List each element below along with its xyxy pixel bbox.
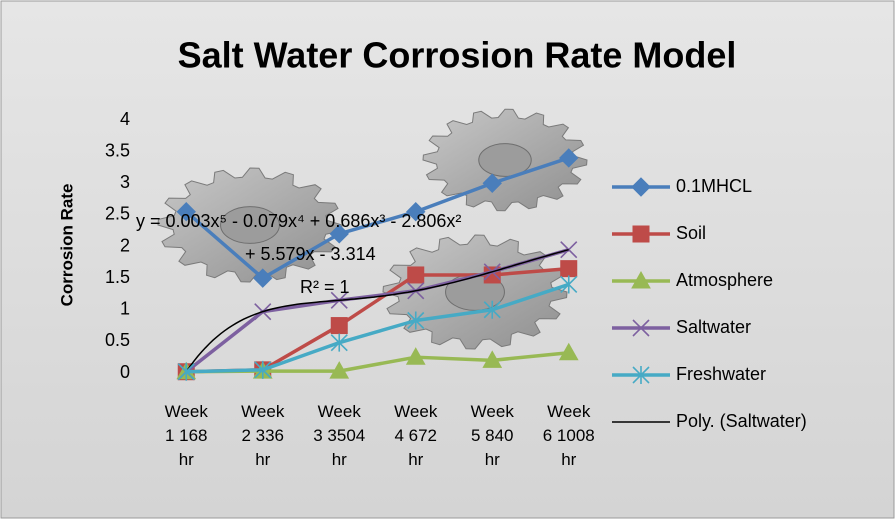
y-tick-label: 1 bbox=[120, 299, 130, 319]
x-tick-label: Week 2 336 hr bbox=[236, 400, 290, 472]
marker bbox=[561, 261, 577, 277]
y-axis-label: Corrosion Rate bbox=[57, 184, 76, 307]
chart: Salt Water Corrosion Rate Model Corrosio… bbox=[0, 0, 896, 520]
legend-label: Atmosphere bbox=[676, 270, 773, 290]
page: Salt Water Corrosion Rate Model Corrosio… bbox=[0, 0, 896, 520]
y-tick-label: 1.5 bbox=[105, 267, 130, 287]
y-tick-label: 0.5 bbox=[105, 330, 130, 350]
y-tick-label: 3 bbox=[120, 172, 130, 192]
x-tick-label: Week 1 168 hr bbox=[159, 400, 213, 472]
legend-label: Saltwater bbox=[676, 317, 751, 337]
trendline-equation: + 5.579x - 3.314 bbox=[245, 244, 376, 264]
chart-title: Salt Water Corrosion Rate Model bbox=[178, 35, 737, 76]
y-tick-label: 0 bbox=[120, 362, 130, 382]
x-tick-label: Week 4 672 hr bbox=[389, 400, 443, 472]
y-tick-label: 2.5 bbox=[105, 204, 130, 224]
y-tick-label: 3.5 bbox=[105, 140, 130, 160]
x-tick-label: Week 3 3504 hr bbox=[312, 400, 366, 472]
marker bbox=[633, 226, 649, 242]
x-tick-label: Week 5 840 hr bbox=[465, 400, 519, 472]
y-tick-label: 2 bbox=[120, 235, 130, 255]
trendline-r-squared: R² = 1 bbox=[300, 277, 350, 297]
legend-label: Freshwater bbox=[676, 364, 766, 384]
trendline-equation: y = 0.003x⁵ - 0.079x⁴ + 0.686x³ - 2.806x… bbox=[136, 211, 461, 231]
x-tick-label: Week 6 1008 hr bbox=[542, 400, 596, 472]
marker bbox=[331, 318, 347, 334]
y-tick-label: 4 bbox=[120, 109, 130, 129]
legend-label: 0.1MHCL bbox=[676, 176, 752, 196]
marker bbox=[408, 267, 424, 283]
legend-label: Poly. (Saltwater) bbox=[676, 411, 807, 431]
legend-label: Soil bbox=[676, 223, 706, 243]
